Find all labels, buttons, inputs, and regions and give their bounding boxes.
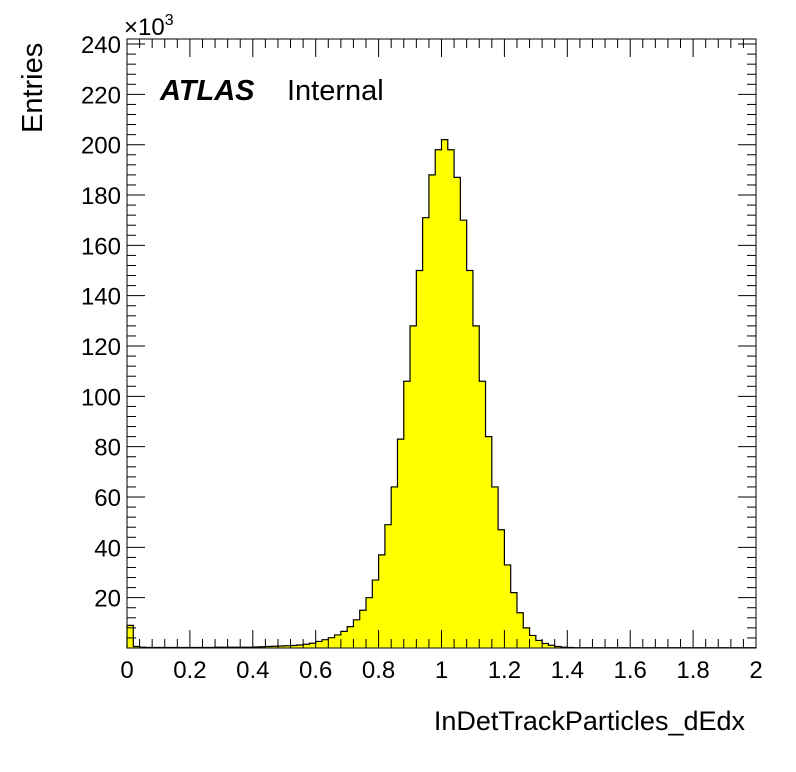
histogram-bin — [296, 644, 304, 648]
y-multiplier-base: ×10 — [124, 14, 165, 41]
histogram-bin — [321, 639, 329, 648]
y-multiplier: ×103 — [124, 12, 174, 41]
histogram-bin — [498, 529, 505, 648]
histogram-bin — [397, 439, 405, 648]
histogram-bin — [265, 646, 272, 648]
histogram-bin — [523, 627, 530, 648]
plot-frame — [126, 38, 757, 649]
histogram-bin — [460, 220, 467, 649]
y-axis-label: Entries — [17, 43, 49, 133]
histogram-bin — [529, 635, 537, 648]
histogram-bin — [391, 486, 398, 648]
x-tick-label: 1.6 — [614, 657, 647, 684]
histogram-bin — [378, 554, 386, 648]
histogram-bin — [290, 645, 298, 648]
histogram-bin — [372, 580, 379, 648]
histogram-bin — [347, 626, 354, 648]
histogram-bin — [303, 644, 310, 648]
histogram-bin — [479, 381, 486, 648]
histogram-bin — [542, 643, 549, 648]
histogram-bin — [127, 625, 134, 648]
histogram-bin — [435, 149, 442, 648]
histogram-bin — [384, 524, 392, 648]
histogram-bin — [422, 217, 430, 648]
x-tick-label: 1.8 — [676, 657, 709, 684]
histogram-bin — [485, 436, 493, 648]
histogram-bin — [359, 610, 367, 648]
x-tick-label: 1.2 — [488, 657, 521, 684]
x-tick-label: 0.8 — [362, 657, 395, 684]
histogram-bin — [366, 597, 373, 648]
histogram-bin — [259, 646, 266, 648]
histogram-bin — [416, 270, 423, 648]
y-multiplier-exponent: 3 — [165, 12, 174, 29]
y-tick-label: 120 — [81, 334, 121, 361]
y-tick-labels: 20 40 60 80 100 120 140 160 180 200 220 240 — [81, 32, 121, 613]
histogram-bin — [340, 631, 348, 648]
histogram-bin — [277, 645, 285, 648]
y-tick-label: 40 — [94, 535, 121, 562]
histogram-bin — [271, 646, 279, 648]
histogram-bin — [466, 270, 474, 648]
x-tick-label: 0 — [120, 657, 133, 684]
y-tick-label: 100 — [81, 384, 121, 411]
histogram-bin — [441, 139, 449, 648]
y-tick-label: 180 — [81, 183, 121, 210]
x-tick-label: 0.2 — [173, 657, 206, 684]
x-tick-label: 0.4 — [236, 657, 269, 684]
atlas-label: ATLAS — [159, 75, 255, 107]
histogram-bin — [133, 646, 140, 648]
histogram-bin — [309, 643, 316, 648]
histogram-bin — [548, 645, 556, 648]
x-tick-label: 0.6 — [299, 657, 332, 684]
histogram-bin — [284, 645, 291, 648]
histogram-bin — [353, 619, 361, 648]
histogram-bin — [334, 634, 342, 648]
histogram-bin — [491, 486, 499, 648]
y-tick-label: 240 — [81, 32, 121, 59]
y-tick-label: 140 — [81, 284, 121, 311]
histogram-bin — [504, 564, 511, 648]
histogram-bin — [328, 637, 335, 648]
histogram-bin — [554, 646, 562, 648]
y-tick-label: 160 — [81, 233, 121, 260]
internal-label: Internal — [287, 75, 384, 107]
y-tick-label: 60 — [94, 485, 121, 512]
histogram-bin — [410, 325, 417, 648]
y-tick-label: 20 — [94, 586, 121, 613]
histogram-bin — [454, 177, 461, 648]
histogram-bin — [447, 149, 455, 648]
histogram-bin — [516, 612, 524, 648]
histogram-bars — [127, 139, 757, 649]
x-tick-label: 1 — [435, 657, 448, 684]
y-tick-label: 220 — [81, 82, 121, 109]
histogram-bin — [403, 381, 411, 648]
x-tick-label: 1.4 — [551, 657, 584, 684]
x-tick-labels: 0 0.2 0.4 0.6 0.8 1 1.2 1.4 1.6 1.8 2 — [120, 657, 762, 684]
histogram-bin — [510, 592, 518, 648]
histogram-bin — [472, 325, 480, 648]
y-tick-label: 80 — [94, 435, 121, 462]
x-tick-label: 2 — [749, 657, 762, 684]
histogram-bin — [315, 641, 323, 648]
histogram-bin — [535, 640, 543, 648]
histogram-bin — [428, 174, 436, 648]
x-axis-label: InDetTrackParticles_dEdx — [434, 706, 746, 736]
y-tick-label: 200 — [81, 133, 121, 160]
